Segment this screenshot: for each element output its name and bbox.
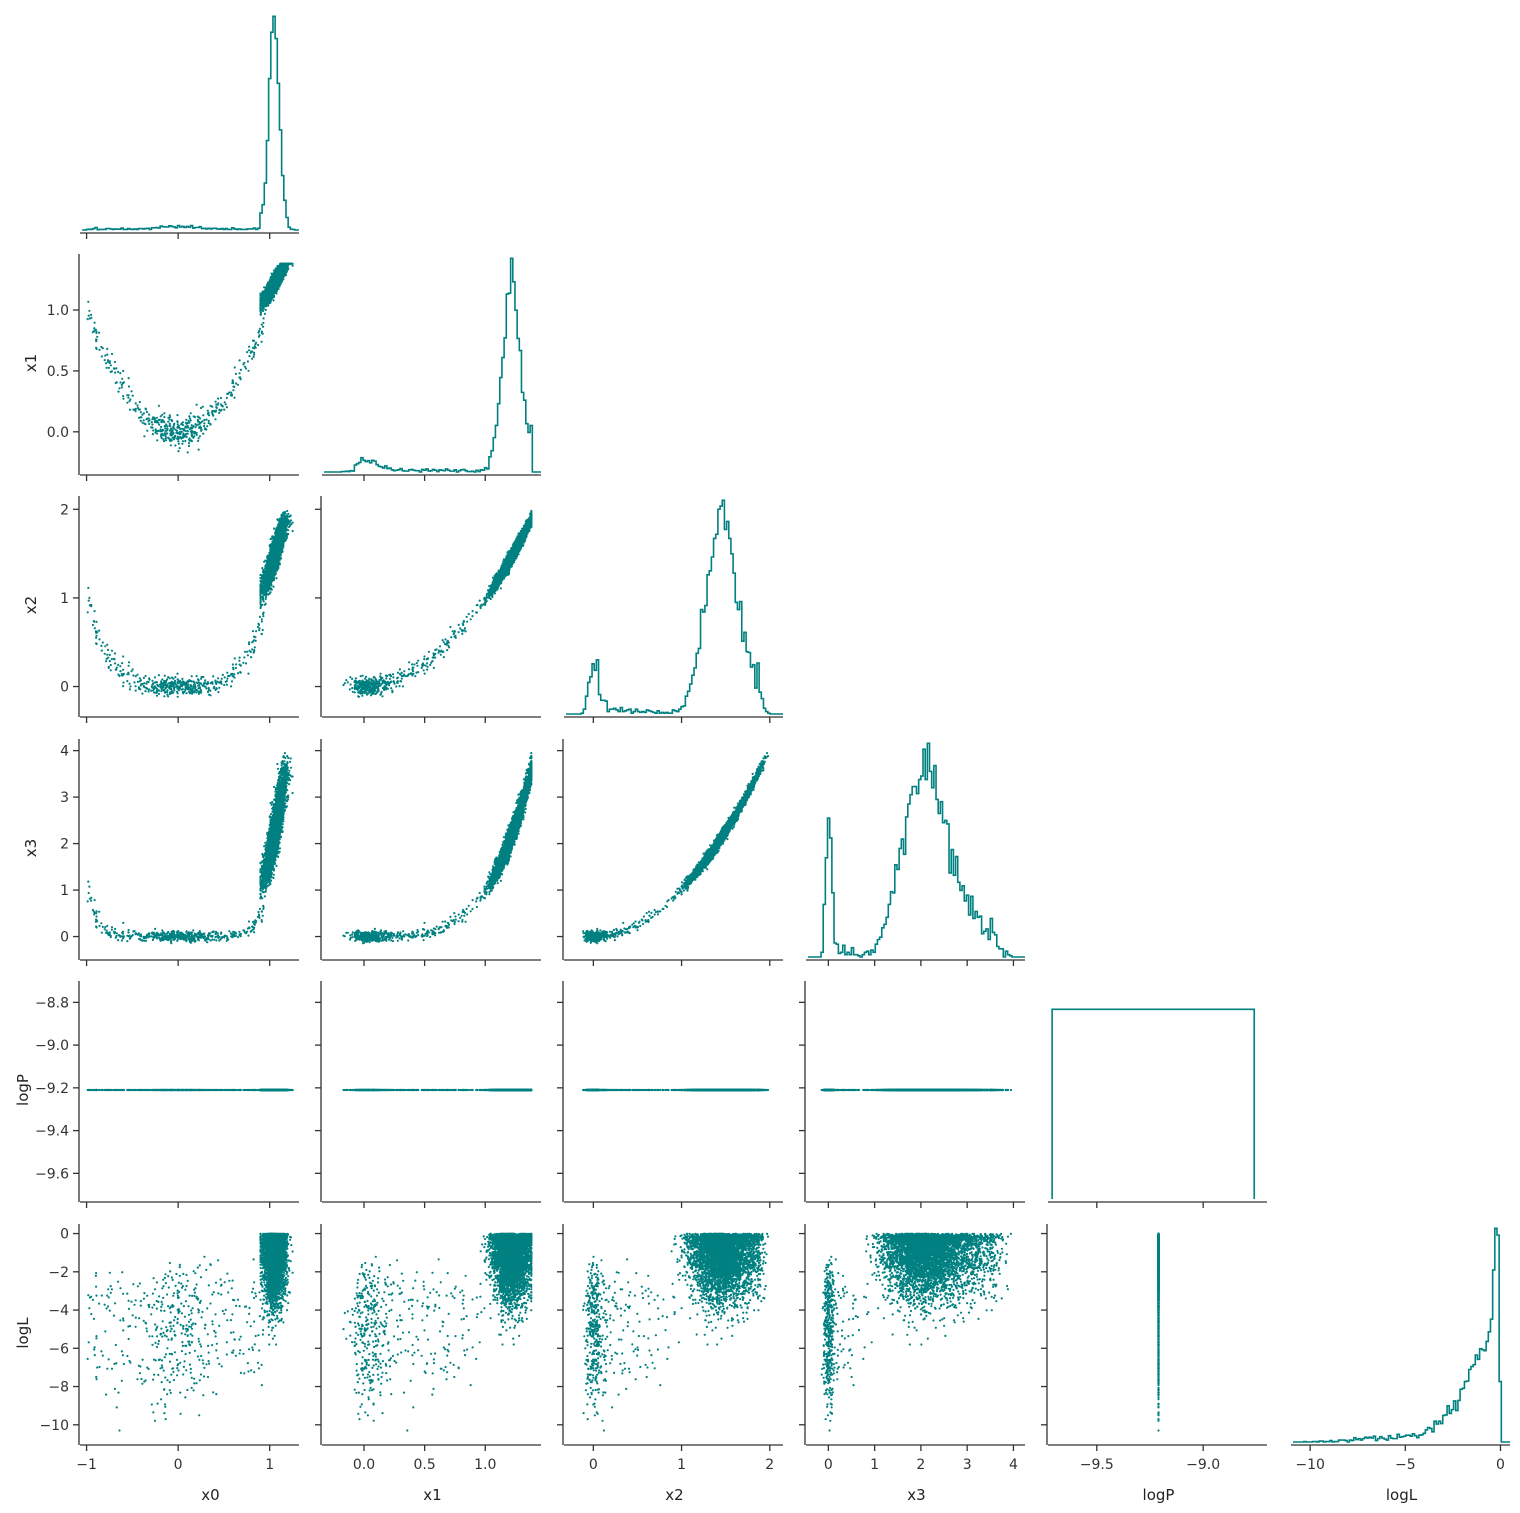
sample-point [265,309,267,311]
panel-x1-vs-x0: 0.00.51.0 [47,254,299,481]
marginal-histogram-x0 [82,16,299,230]
scatter-points-x1-vs-x0 [87,263,294,454]
panel-x0-vs-x0 [80,16,299,239]
